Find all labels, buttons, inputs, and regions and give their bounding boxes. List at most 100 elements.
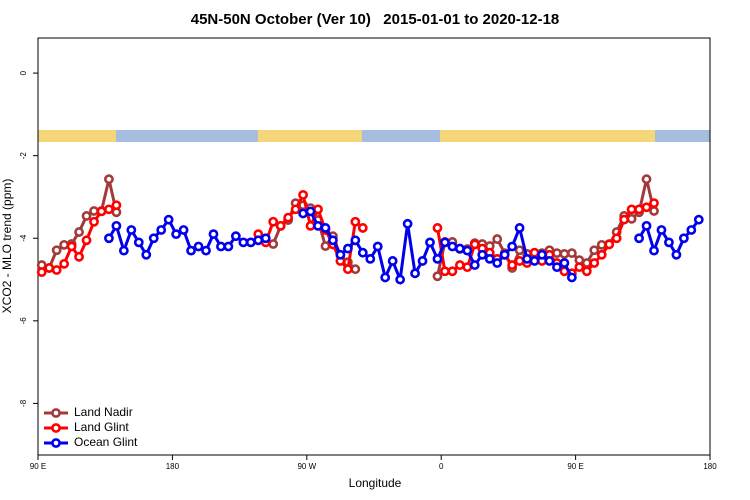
land-band (38, 130, 116, 142)
legend-label: Land Nadir (74, 405, 133, 419)
point (216, 241, 226, 252)
point (395, 274, 406, 285)
point (634, 233, 644, 244)
point (664, 237, 674, 248)
land-band (258, 130, 362, 142)
point (163, 214, 174, 225)
point (357, 223, 368, 233)
point (619, 214, 630, 225)
point (454, 243, 465, 254)
x-tick-label: 90 W (297, 462, 316, 471)
point (275, 220, 286, 231)
point (342, 243, 353, 254)
point (447, 241, 458, 252)
point (462, 245, 473, 256)
point (514, 245, 525, 256)
point (44, 263, 55, 273)
point (417, 256, 428, 266)
point (89, 206, 99, 216)
point (350, 264, 361, 275)
point (141, 249, 152, 260)
point (342, 264, 353, 275)
point (686, 225, 697, 235)
point (596, 239, 607, 250)
point (649, 206, 659, 216)
point (507, 260, 518, 270)
y-axis-label: XCO2 - MLO trend (ppm) (0, 179, 14, 314)
point (186, 245, 196, 256)
land-ocean-strip (38, 130, 710, 142)
point (566, 272, 577, 283)
point (626, 204, 637, 215)
point (544, 256, 555, 266)
point (611, 233, 622, 244)
point (693, 214, 704, 225)
point (74, 251, 84, 262)
point (283, 212, 294, 223)
point (253, 235, 264, 246)
point (74, 227, 84, 237)
point (118, 245, 129, 256)
point (96, 206, 107, 217)
point (566, 248, 577, 259)
point (126, 225, 137, 235)
point (201, 245, 211, 256)
point (260, 233, 271, 244)
x-tick-label: 180 (166, 462, 180, 471)
point (81, 211, 92, 221)
point (223, 241, 234, 252)
x-tick-label: 0 (439, 462, 444, 471)
x-tick-label: 90 E (30, 462, 46, 471)
legend-marker (51, 408, 61, 418)
point (529, 256, 540, 266)
point (492, 234, 503, 244)
point (641, 202, 652, 213)
point (469, 239, 480, 250)
point (522, 253, 532, 264)
point (484, 253, 495, 264)
point (305, 206, 316, 217)
point (477, 249, 488, 260)
point (656, 225, 667, 235)
point (208, 229, 219, 240)
point (193, 241, 204, 252)
point (328, 235, 338, 246)
point (604, 239, 615, 250)
point (230, 231, 241, 242)
point (148, 233, 159, 244)
point (410, 268, 420, 279)
point (365, 253, 376, 264)
point (171, 229, 182, 240)
legend-marker (51, 438, 61, 448)
point (51, 245, 62, 256)
point (596, 249, 607, 260)
point (559, 249, 570, 259)
point (238, 237, 249, 248)
point (372, 241, 383, 252)
point (559, 258, 570, 268)
point (649, 245, 659, 256)
point (104, 233, 114, 244)
point (36, 267, 47, 277)
point (245, 237, 256, 248)
point (350, 235, 361, 246)
point (671, 249, 682, 260)
x-tick-label: 180 (703, 462, 717, 471)
point (290, 204, 301, 215)
point (641, 220, 652, 231)
point (440, 237, 450, 248)
legend-label: Land Glint (74, 420, 129, 434)
point (626, 213, 637, 224)
point (313, 220, 323, 231)
point (111, 220, 122, 231)
point (492, 258, 503, 268)
point (641, 174, 652, 185)
legend-label: Ocean Glint (74, 435, 138, 449)
point (552, 262, 562, 273)
point (320, 223, 331, 233)
point (432, 223, 443, 233)
point (335, 249, 346, 260)
x-tick-label: 90 E (567, 462, 583, 471)
point (462, 262, 473, 273)
